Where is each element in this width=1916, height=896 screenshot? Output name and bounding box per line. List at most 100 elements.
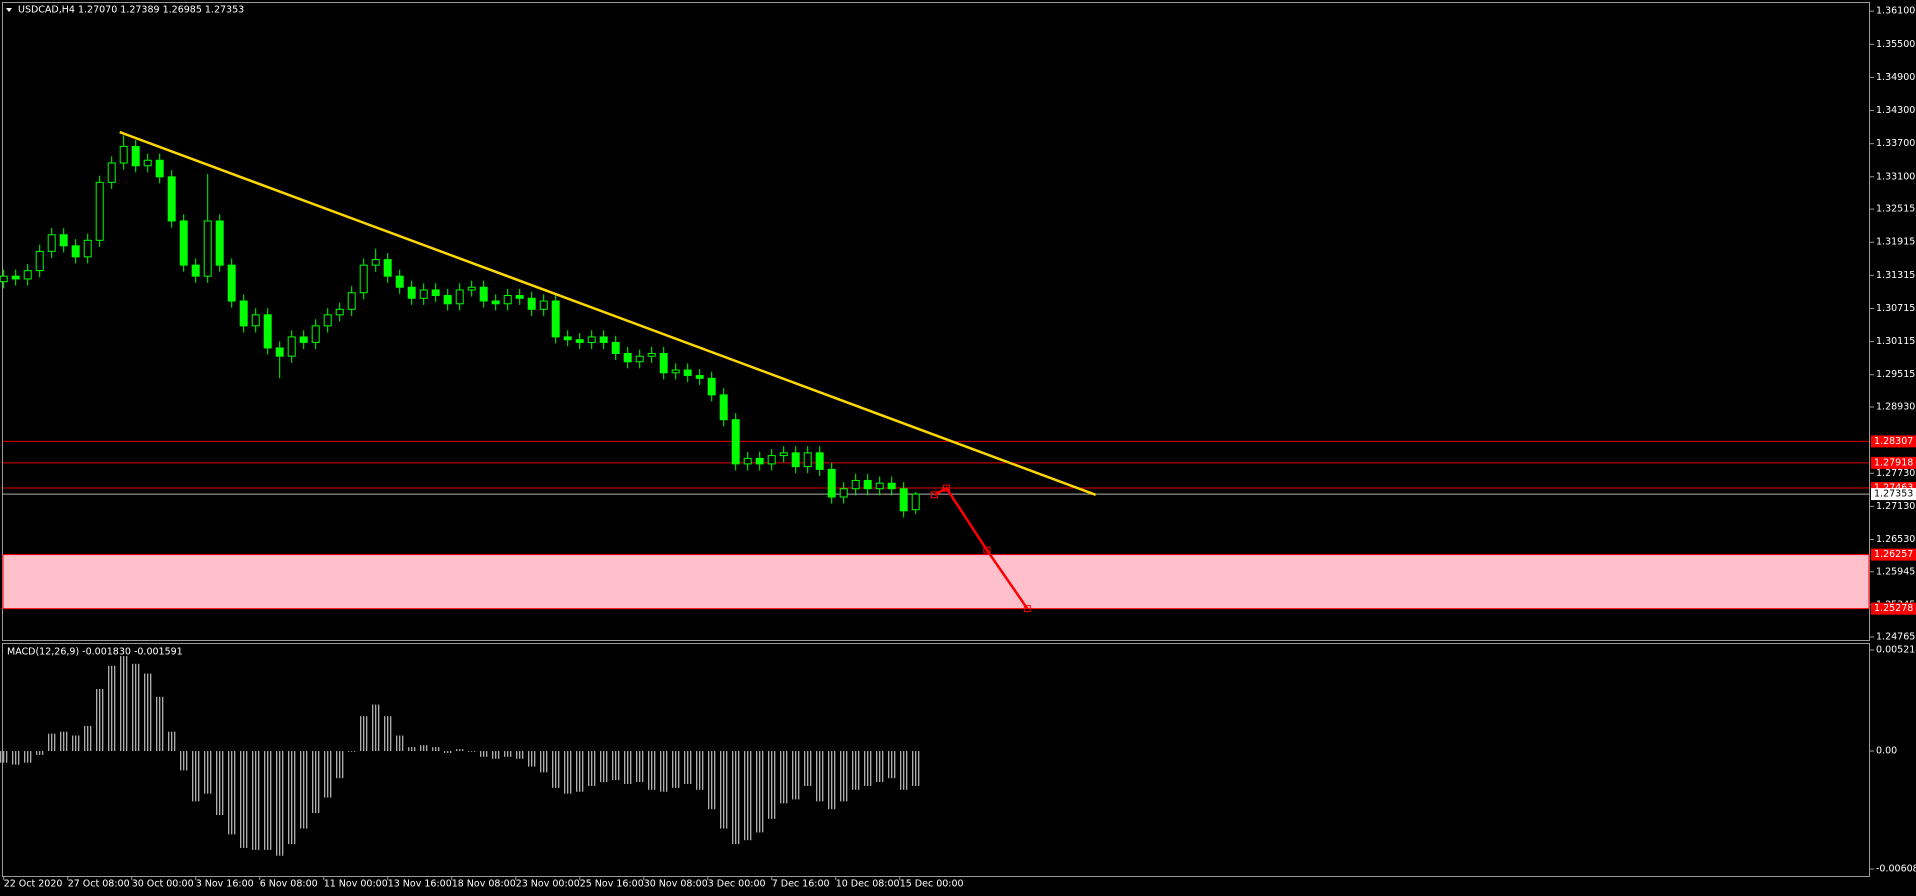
candle-body bbox=[83, 239, 92, 258]
macd-bar bbox=[330, 751, 332, 798]
macd-bar bbox=[891, 751, 893, 779]
macd-bar bbox=[24, 751, 26, 763]
macd-bar bbox=[762, 751, 764, 833]
macd-bar bbox=[399, 735, 401, 752]
y-tick-label: 1.27130 bbox=[1876, 501, 1915, 512]
macd-bar bbox=[12, 751, 14, 765]
macd-bar bbox=[822, 751, 824, 802]
macd-bar bbox=[48, 733, 50, 752]
macd-bar bbox=[831, 751, 833, 810]
candle-body bbox=[179, 220, 188, 266]
candle-body bbox=[755, 457, 764, 465]
macd-bar bbox=[264, 751, 266, 850]
macd-bar bbox=[828, 751, 830, 810]
macd-bar bbox=[675, 751, 677, 788]
candle-body bbox=[719, 394, 728, 421]
macd-bar bbox=[336, 751, 338, 779]
macd-bar bbox=[18, 751, 20, 765]
macd-bar bbox=[387, 716, 389, 752]
candle-body bbox=[659, 352, 668, 374]
macd-bar bbox=[582, 751, 584, 792]
macd-bar bbox=[528, 751, 530, 767]
macd-bar bbox=[147, 673, 149, 752]
candle-body bbox=[0, 275, 8, 283]
price-label: 1.28307 bbox=[1874, 436, 1913, 447]
macd-bar bbox=[876, 751, 878, 783]
macd-bar bbox=[102, 689, 104, 752]
y-tick-label: 1.36100 bbox=[1876, 6, 1915, 17]
macd-bar bbox=[894, 751, 896, 779]
macd-bar bbox=[534, 751, 536, 767]
macd-bar bbox=[495, 751, 497, 759]
macd-bar bbox=[510, 751, 512, 757]
macd-bar bbox=[795, 751, 797, 800]
candle-body bbox=[167, 176, 176, 222]
macd-bar bbox=[3, 751, 5, 763]
macd-bar bbox=[798, 751, 800, 800]
candle-body bbox=[443, 295, 452, 305]
macd-bar bbox=[708, 751, 710, 810]
macd-bar bbox=[372, 704, 374, 752]
macd-bar bbox=[270, 751, 272, 850]
candle-body bbox=[35, 250, 44, 272]
macd-bar bbox=[522, 751, 524, 759]
macd-bar bbox=[855, 751, 857, 790]
macd-bar bbox=[768, 751, 770, 819]
y-tick-label: 1.32515 bbox=[1876, 204, 1915, 215]
y-tick-label: 1.33100 bbox=[1876, 171, 1915, 182]
y-tick-label: 1.30115 bbox=[1876, 336, 1915, 347]
macd-bar bbox=[492, 751, 494, 759]
candle-body bbox=[887, 482, 896, 490]
macd-bar bbox=[648, 751, 650, 790]
price-label-box bbox=[1871, 456, 1916, 469]
candle-body bbox=[407, 286, 416, 299]
macd-bar bbox=[888, 751, 890, 779]
macd-bar bbox=[111, 665, 113, 752]
macd-bar bbox=[807, 751, 809, 786]
macd-bar bbox=[234, 751, 236, 835]
macd-bar bbox=[816, 751, 818, 802]
macd-bar bbox=[744, 751, 746, 841]
macd-bar bbox=[804, 751, 806, 786]
candle-body bbox=[779, 452, 788, 457]
price-label: 1.27463 bbox=[1874, 483, 1913, 494]
menu-triangle[interactable] bbox=[6, 8, 12, 12]
candle-body bbox=[671, 369, 680, 374]
y-tick-label: 1.34300 bbox=[1876, 105, 1915, 116]
macd-bar bbox=[420, 745, 422, 752]
macd-bar bbox=[624, 751, 626, 784]
candle-body bbox=[743, 457, 752, 465]
x-tick-label: 3 Nov 16:00 bbox=[196, 879, 254, 890]
macd-bar bbox=[471, 751, 473, 752]
macd-bar bbox=[879, 751, 881, 783]
candle-body bbox=[71, 245, 80, 258]
y-tick-label: 0.00 bbox=[1876, 746, 1897, 757]
macd-bar bbox=[750, 751, 752, 841]
macd-bar bbox=[87, 725, 89, 752]
candle-body bbox=[419, 289, 428, 299]
macd-bar bbox=[630, 751, 632, 784]
macd-bar bbox=[231, 751, 233, 835]
candle-body bbox=[839, 488, 848, 498]
macd-bar bbox=[150, 673, 152, 752]
candle-body bbox=[911, 493, 920, 511]
price-label: 1.27918 bbox=[1874, 457, 1913, 468]
macd-bar bbox=[696, 751, 698, 790]
macd-bar bbox=[183, 751, 185, 771]
macd-bar bbox=[792, 751, 794, 800]
macd-bar bbox=[312, 751, 314, 814]
macd-bar bbox=[240, 751, 242, 848]
macd-bar bbox=[720, 751, 722, 829]
macd-bar bbox=[555, 751, 557, 788]
macd-bar bbox=[30, 751, 32, 763]
macd-bar bbox=[507, 751, 509, 757]
target-zone bbox=[2, 554, 1870, 610]
x-tick-label: 18 Nov 08:00 bbox=[452, 879, 516, 890]
x-tick-label: 3 Dec 00:00 bbox=[708, 879, 766, 890]
macd-bar bbox=[39, 751, 41, 755]
candle-body bbox=[383, 259, 392, 277]
macd-bar bbox=[96, 689, 98, 752]
candle-body bbox=[263, 314, 272, 349]
macd-bar bbox=[678, 751, 680, 788]
